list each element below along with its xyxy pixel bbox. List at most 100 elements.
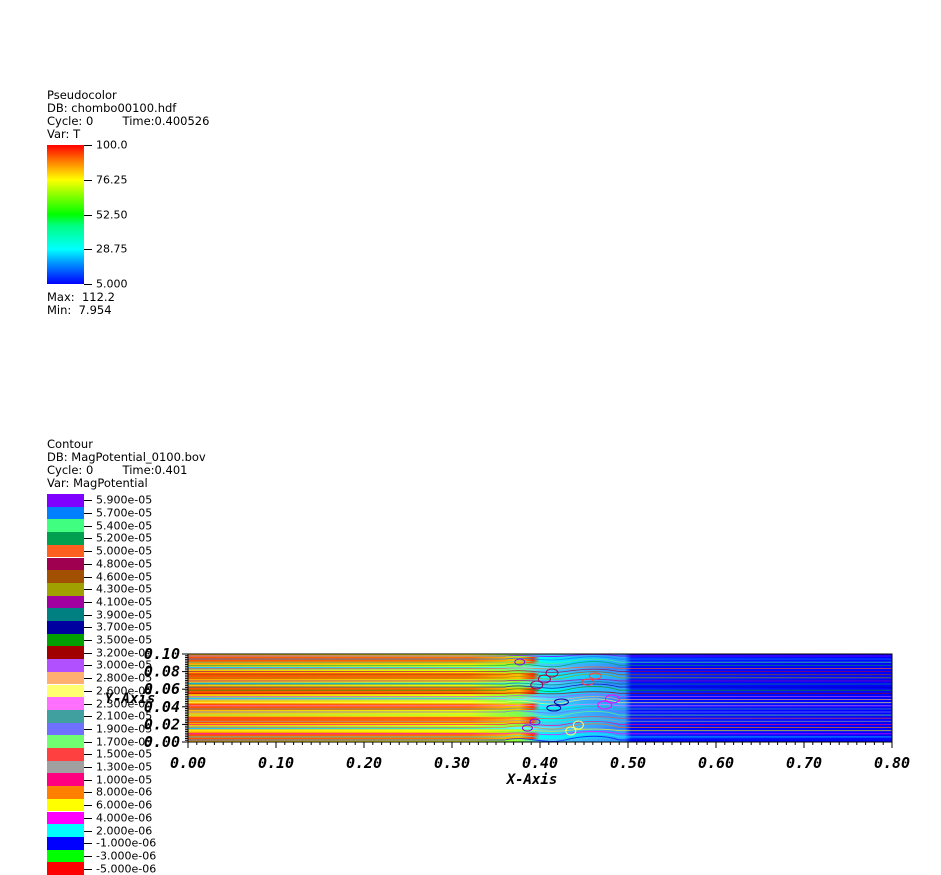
contour-level-label: 4.000e-06 [96, 811, 153, 825]
contour-level-swatch [47, 659, 84, 672]
contour-line [188, 718, 892, 723]
contour-level-label: 4.800e-05 [96, 557, 153, 571]
contour-level-label: 1.300e-05 [96, 760, 153, 774]
contour-level-label: 1.000e-05 [96, 773, 153, 787]
contour-vortex [545, 668, 559, 678]
contour-level-tick [84, 525, 92, 527]
pseudocolor-plot-type: Pseudocolor [47, 88, 117, 102]
contour-level-swatch [47, 519, 84, 533]
contour-level-tick [84, 652, 92, 654]
contour-level-tick [84, 538, 92, 540]
contour-vortex [588, 672, 602, 680]
contour-level-tick [84, 855, 92, 857]
hot-band [188, 703, 892, 711]
contour-plot-type: Contour [47, 437, 93, 451]
contour-level-swatch [47, 646, 84, 660]
contour-line [188, 654, 892, 658]
contour-level-swatch [47, 582, 84, 596]
contour-level-tick [84, 601, 92, 603]
contour-vortex [514, 658, 526, 666]
contour-level-tick [84, 551, 92, 553]
pseudocolor-tick-label: 28.75 [96, 242, 128, 256]
contour-level-tick [84, 513, 92, 515]
contour-level-swatch [47, 506, 84, 520]
contour-level-label: 1.500e-05 [96, 747, 153, 761]
contour-level-swatch [47, 836, 84, 850]
contour-level-swatch [47, 697, 84, 710]
x-tick-label: 0.60 [698, 754, 734, 772]
contour-line [188, 661, 892, 668]
warm-band [188, 713, 892, 727]
contour-level-tick [84, 716, 92, 718]
pseudocolor-tick-label: 5.000 [96, 277, 128, 291]
contour-level-label: 4.100e-05 [96, 595, 153, 609]
x-tick-label: 0.50 [610, 754, 646, 772]
contour-level-label: -3.000e-06 [96, 849, 157, 863]
contour-vortex [530, 680, 544, 690]
contour-line [188, 686, 892, 693]
contour-level-swatch [47, 798, 84, 812]
contour-line [188, 673, 892, 680]
contour-level-swatch [47, 494, 84, 507]
contour-level-tick [84, 678, 92, 680]
contour-level-swatch [47, 671, 84, 685]
contour-level-tick [84, 640, 92, 642]
contour-level-tick [84, 830, 92, 832]
contour-line [188, 698, 892, 705]
contour-line [188, 691, 892, 695]
contour-vortex [581, 678, 595, 686]
contour-line [188, 735, 892, 742]
contour-level-label: 6.000e-06 [96, 798, 153, 812]
pseudocolor-db: DB: chombo00100.hdf [47, 101, 177, 115]
contour-level-swatch [47, 595, 84, 609]
contour-var: Var: MagPotential [47, 476, 148, 490]
contour-level-label: -1.000e-06 [96, 836, 157, 850]
contour-level-swatch [47, 532, 84, 545]
x-tick-label: 0.10 [258, 754, 294, 772]
contour-level-tick [84, 792, 92, 794]
contour-level-tick [84, 728, 92, 730]
contour-level-tick [84, 703, 92, 705]
pseudocolor-colorbar [47, 145, 84, 284]
contour-line [188, 723, 892, 730]
contour-level-label: 3.200e-05 [96, 646, 153, 660]
contour-line [188, 706, 892, 711]
pseudocolor-tick-label: 52.50 [96, 208, 128, 221]
contour-level-tick [84, 767, 92, 769]
contour-level-label: 5.900e-05 [96, 493, 153, 507]
contour-line [188, 731, 892, 736]
contour-db: DB: MagPotential_0100.bov [47, 450, 206, 464]
contour-level-tick [84, 665, 92, 667]
contour-level-swatch [47, 735, 84, 748]
pseudocolor-var: Var: T [47, 127, 81, 141]
contour-level-label: 2.100e-05 [96, 709, 153, 723]
warm-band [188, 654, 892, 667]
pseudocolor-min: Min: 7.954 [47, 303, 112, 317]
contour-vortex [546, 704, 562, 712]
hot-band [188, 716, 892, 724]
x-tick-label: 0.30 [434, 754, 470, 772]
x-tick-label: 0.00 [170, 754, 206, 772]
contour-level-swatch [47, 773, 84, 787]
contour-level-swatch [47, 824, 84, 837]
contour-line [188, 683, 892, 689]
hot-band [188, 687, 892, 695]
contour-line [188, 668, 892, 673]
contour-level-label: 3.500e-05 [96, 633, 153, 647]
pseudocolor-max: Max: 112.2 [47, 290, 115, 304]
warm-band [188, 669, 892, 683]
contour-line [188, 658, 892, 664]
contour-vortex [537, 674, 551, 684]
contour-level-tick [84, 627, 92, 629]
contour-vortex [597, 700, 613, 710]
contour-level-swatch [47, 811, 84, 825]
contour-line [188, 710, 892, 717]
contour-level-tick [84, 843, 92, 845]
x-tick-label: 0.20 [346, 754, 382, 772]
contour-level-label: 3.900e-05 [96, 608, 153, 622]
contour-line [188, 671, 892, 677]
contour-level-tick [84, 563, 92, 565]
x-axis-label: X-Axis [506, 772, 558, 788]
warm-band [188, 729, 892, 742]
pseudocolor-tick-label: 76.25 [96, 173, 128, 187]
